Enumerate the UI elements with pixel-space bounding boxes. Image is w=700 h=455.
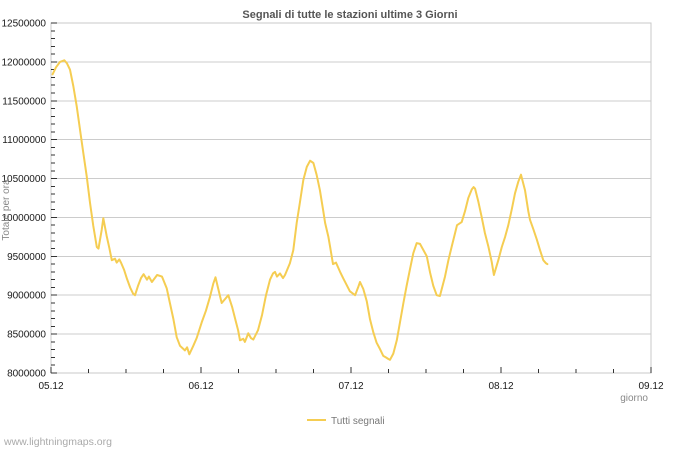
watermark: www.lightningmaps.org [3, 436, 112, 448]
y-tick-label: 11500000 [2, 96, 46, 107]
x-tick-label: 09.12 [638, 381, 663, 392]
y-tick-label: 12500000 [2, 19, 47, 30]
y-tick-label: 9000000 [7, 291, 46, 302]
plot-frame [50, 22, 652, 374]
data-series [51, 59, 549, 361]
legend-label: Tutti segnali [331, 416, 385, 427]
gridlines [51, 22, 651, 374]
y-tick-label: 8000000 [7, 369, 46, 380]
x-axis-tick-labels: 05.12 06.12 07.12 08.12 09.12 [38, 381, 663, 392]
x-tick-label: 06.12 [188, 381, 213, 392]
y-tick-label: 10000000 [2, 213, 47, 224]
y-tick-label: 11000000 [2, 135, 46, 146]
y-axis-name: Totale per ora [1, 179, 12, 241]
frame-rect [50, 22, 652, 374]
y-tick-label: 10500000 [2, 174, 47, 185]
y-tick-label: 9500000 [7, 252, 46, 263]
y-axis-ticks [51, 22, 57, 374]
x-axis-name: giorno [620, 393, 648, 404]
x-tick-label: 07.12 [338, 381, 363, 392]
data-line-tutti-segnali [51, 59, 549, 361]
x-tick-label: 05.12 [38, 381, 63, 392]
y-tick-label: 12000000 [2, 57, 47, 68]
x-tick-label: 08.12 [488, 381, 513, 392]
x-axis-ticks [50, 367, 652, 373]
y-axis-tick-labels: 8000000 8500000 9000000 9500000 10000000 1050… [2, 19, 47, 380]
chart-title: Segnali di tutte le stazioni ultime 3 Gi… [242, 9, 457, 21]
y-tick-label: 8500000 [7, 330, 46, 341]
